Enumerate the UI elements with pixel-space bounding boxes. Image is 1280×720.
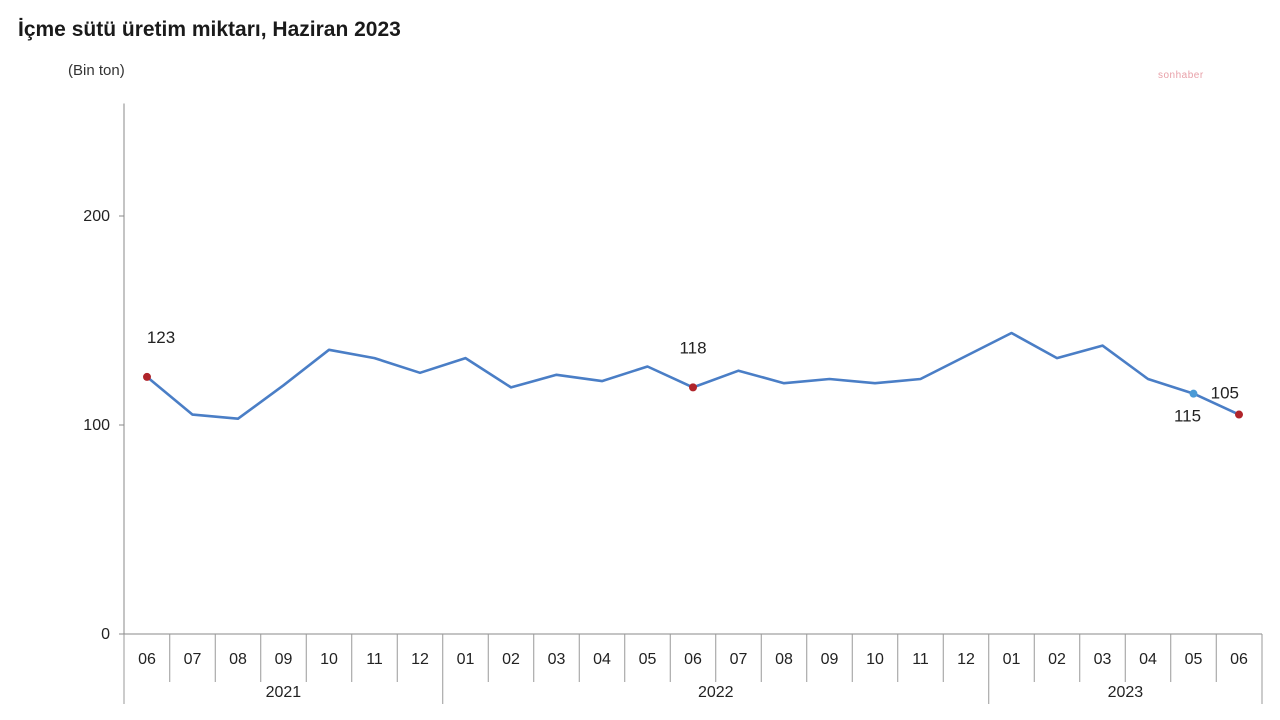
x-tick-label: 04 [1139, 651, 1157, 668]
x-tick-label: 10 [866, 651, 884, 668]
year-label: 2023 [1108, 684, 1144, 701]
x-tick-label: 01 [457, 651, 475, 668]
x-tick-label: 07 [184, 651, 202, 668]
x-tick-label: 05 [639, 651, 657, 668]
x-tick-label: 11 [912, 651, 929, 668]
data-label: 123 [147, 328, 175, 347]
x-tick-label: 04 [593, 651, 611, 668]
data-point-marker [143, 372, 151, 381]
x-tick-label: 03 [1094, 651, 1112, 668]
x-tick-label: 11 [366, 651, 383, 668]
watermark: sonhaber [1158, 70, 1204, 81]
y-tick-label: 0 [101, 626, 110, 643]
x-tick-label: 06 [1230, 651, 1248, 668]
x-tick-label: 12 [957, 651, 975, 668]
x-tick-label: 06 [138, 651, 156, 668]
x-tick-label: 02 [502, 651, 520, 668]
x-tick-label: 06 [684, 651, 702, 668]
x-tick-label: 01 [1003, 651, 1021, 668]
data-label: 115 [1174, 407, 1201, 426]
data-point-marker [689, 383, 697, 392]
x-tick-label: 09 [275, 651, 293, 668]
year-label: 2021 [266, 684, 302, 701]
x-tick-label: 05 [1185, 651, 1203, 668]
y-tick-label: 200 [83, 208, 110, 225]
year-label: 2022 [698, 684, 734, 701]
x-tick-label: 09 [821, 651, 839, 668]
x-tick-label: 12 [411, 651, 429, 668]
x-tick-label: 02 [1048, 651, 1066, 668]
data-point-marker [1235, 410, 1243, 419]
data-label: 105 [1211, 384, 1239, 403]
data-label: 118 [679, 338, 706, 357]
x-tick-label: 10 [320, 651, 338, 668]
x-tick-label: 03 [548, 651, 566, 668]
y-axis-unit: (Bin ton) [68, 62, 125, 79]
y-tick-label: 100 [83, 417, 110, 434]
data-point-marker [1189, 389, 1198, 398]
x-tick-label: 08 [775, 651, 793, 668]
x-tick-label: 08 [229, 651, 247, 668]
chart-title: İçme sütü üretim miktarı, Haziran 2023 [18, 18, 401, 41]
x-tick-label: 07 [730, 651, 748, 668]
